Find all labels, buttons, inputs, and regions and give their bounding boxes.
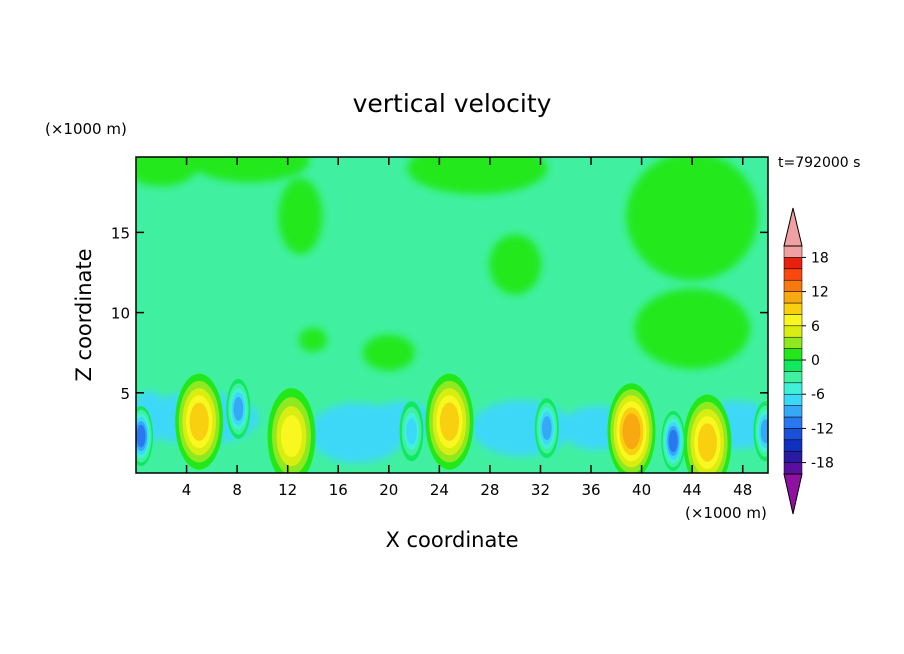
updraft-cell: [607, 383, 656, 473]
colorbar-segment: [783, 291, 803, 304]
contour-level: [697, 423, 717, 462]
downdraft-cell: [226, 378, 251, 439]
downdraft-cell: [753, 401, 768, 462]
contour-level: [668, 429, 678, 453]
colorbar-segment: [783, 359, 803, 372]
contour-level: [439, 402, 460, 441]
colorbar-over-arrow: [783, 207, 803, 247]
contour-level: [760, 419, 768, 444]
weak-updraft-region: [489, 234, 542, 295]
weak-updraft-region: [634, 288, 751, 369]
z-tick-label: 15: [111, 224, 130, 242]
colorbar-segment: [783, 336, 803, 349]
colorbar-segment: [783, 393, 803, 406]
plot-frame: [135, 156, 769, 474]
colorbar-segment: [783, 428, 803, 441]
colorbar-segment: [783, 382, 803, 395]
z-axis: 5 10 15: [111, 224, 768, 403]
x-tick-label: 32: [531, 481, 550, 499]
weak-updraft-region: [298, 327, 327, 352]
downdraft-cell: [534, 398, 559, 459]
y-axis-label: Z coordinate: [72, 248, 96, 381]
x-axis: 4 8 12 16 20 24 28 32 36 40 44 48: [182, 157, 752, 499]
x-tick-label: 8: [232, 481, 242, 499]
chart-title: vertical velocity: [353, 89, 552, 118]
colorbar-segment: [783, 302, 803, 315]
x-tick-label: 4: [182, 481, 192, 499]
colorbar-segment: [783, 245, 803, 258]
x-tick-label: 44: [683, 481, 702, 499]
contour-level: [406, 418, 417, 445]
z-tick-label: 5: [120, 385, 130, 403]
plot-area: [136, 157, 768, 473]
z-unit-label: (×1000 m): [45, 120, 127, 138]
x-tick-label: 20: [379, 481, 398, 499]
colorbar-segment: [783, 405, 803, 418]
time-label: t=792000 s: [778, 155, 860, 171]
updraft-cell: [175, 373, 224, 470]
contour-level: [136, 424, 146, 448]
x-tick-label: 24: [430, 481, 449, 499]
x-tick-label: 28: [480, 481, 499, 499]
colorbar-segment: [783, 257, 803, 270]
colorbar: 18 12 6 0 -6 -12 -18: [783, 207, 834, 515]
contour-level: [542, 416, 552, 441]
colorbar-tick-label: 6: [811, 319, 820, 335]
cell-layer: [136, 373, 768, 473]
colorbar-segment: [783, 325, 803, 338]
contour-level: [189, 402, 209, 441]
colorbar-tick-label: -6: [811, 387, 825, 403]
weak-updraft-region: [278, 178, 323, 255]
updraft-cell: [425, 373, 474, 470]
colorbar-segment: [783, 268, 803, 281]
weak-updraft-region: [189, 157, 310, 183]
x-tick-label: 12: [278, 481, 297, 499]
colorbar-segment: [783, 371, 803, 384]
colorbar-tick-label: -12: [811, 421, 834, 437]
colorbar-segment: [783, 314, 803, 327]
x-tick-label: 16: [329, 481, 348, 499]
contour-level: [233, 396, 244, 421]
colorbar-segment: [783, 279, 803, 292]
colorbar-tick-label: -18: [811, 456, 834, 472]
downdraft-cell: [661, 410, 686, 471]
contour-level: [622, 413, 641, 450]
x-tick-label: 40: [632, 481, 651, 499]
weak-updraft-region: [362, 334, 415, 371]
z-tick-label: 10: [111, 305, 130, 323]
x-tick-label: 48: [733, 481, 752, 499]
weak-updraft-region: [626, 157, 759, 281]
downdraft-cell: [399, 401, 424, 462]
colorbar-segment: [783, 462, 803, 475]
x-unit-label: (×1000 m): [685, 504, 767, 522]
colorbar-segment: [783, 416, 803, 429]
updraft-cell: [683, 394, 732, 473]
updraft-cell: [267, 388, 316, 473]
colorbar-segment: [783, 450, 803, 463]
contour-level: [280, 415, 302, 458]
weak-updraft-region: [407, 157, 548, 195]
downdraft-cell: [136, 406, 154, 467]
colorbar-tick-label: 0: [811, 353, 820, 369]
weak-updraft-region: [136, 157, 202, 187]
colorbar-tick-label: 12: [811, 285, 829, 301]
colorbar-tick-label: 18: [811, 250, 829, 266]
colorbar-under-arrow: [783, 473, 803, 515]
x-axis-label: X coordinate: [385, 528, 518, 552]
colorbar-segment: [783, 348, 803, 361]
colorbar-segment: [783, 439, 803, 452]
x-tick-label: 36: [581, 481, 600, 499]
